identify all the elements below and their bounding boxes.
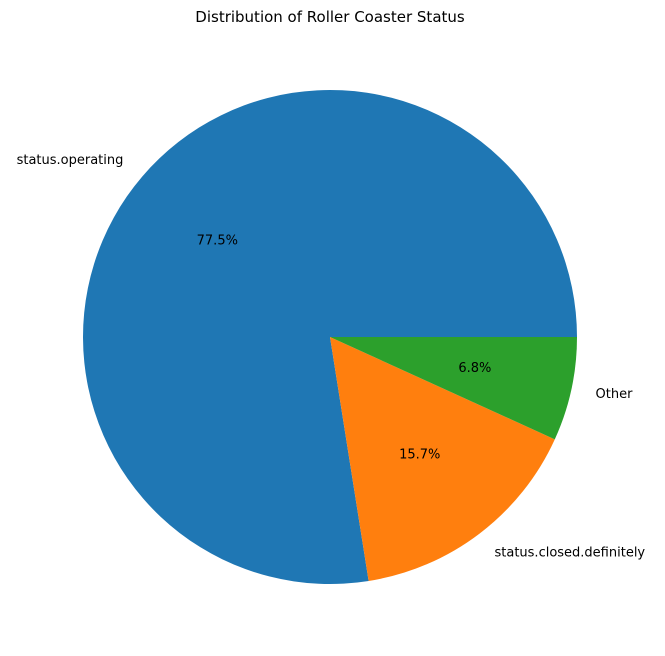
pie-percent-label: 15.7%: [399, 447, 440, 462]
pie-slice-status-operating: [83, 90, 577, 585]
pie-slices: [83, 90, 577, 585]
pie-category-label: status.closed.definitely: [494, 546, 645, 561]
pie-category-label: status.operating: [17, 153, 124, 168]
pie-slice-other: [330, 337, 577, 440]
pie-category-label: Other: [596, 387, 634, 402]
pie-labels: 77.5% status.operating 15.7% status.closed.…: [17, 153, 646, 561]
chart-title: Distribution of Roller Coaster Status: [195, 8, 465, 26]
pie-percent-label: 6.8%: [458, 361, 491, 376]
pie-percent-label: 77.5%: [197, 233, 238, 248]
pie-slice-status-closed-definitely: [330, 337, 555, 581]
